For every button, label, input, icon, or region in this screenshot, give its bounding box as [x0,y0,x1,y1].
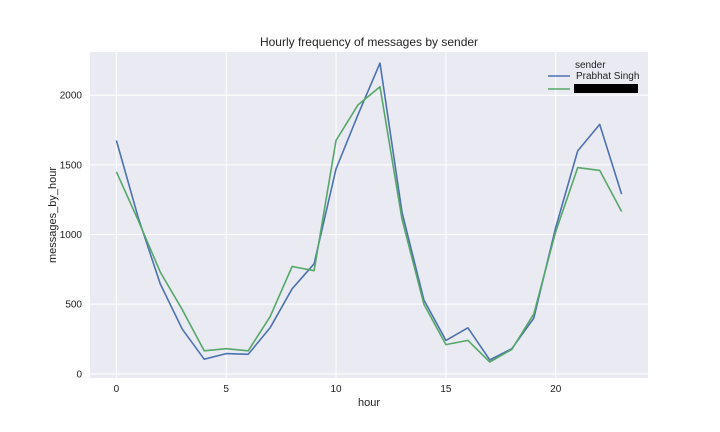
legend-redaction [574,84,638,93]
x-tick-label: 20 [550,384,562,395]
legend-label: Prabhat Singh [576,71,639,82]
x-axis-label: hour [358,397,380,409]
y-axis-label: messages_by_hour [47,167,59,263]
x-tick-label: 5 [223,384,229,395]
y-tick-label: 2000 [60,91,83,102]
y-tick-label: 1500 [60,160,83,171]
x-tick-label: 15 [440,384,452,395]
legend: sender Prabhat Singh [548,60,639,93]
plot-background [90,52,648,378]
y-tick-label: 1000 [60,230,83,241]
x-tick-label: 0 [114,384,120,395]
x-tick-label: 10 [330,384,342,395]
x-tick-labels: 0 5 10 15 20 [114,384,562,395]
y-tick-label: 0 [76,369,82,380]
legend-title: sender [575,60,606,71]
series-lines [115,62,623,363]
chart-title: Hourly frequency of messages by sender [260,35,478,49]
series-line-2 [115,86,623,363]
grid-lines [90,52,648,378]
y-tick-label: 500 [65,300,82,311]
y-tick-labels: 0 500 1000 1500 2000 [60,91,83,381]
